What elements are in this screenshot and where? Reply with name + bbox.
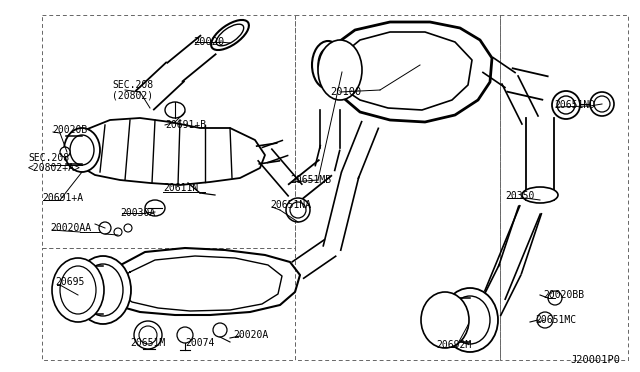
Ellipse shape <box>83 264 123 316</box>
Ellipse shape <box>177 327 193 343</box>
Text: 20695: 20695 <box>55 277 84 287</box>
Text: 20651MB: 20651MB <box>290 175 331 185</box>
Text: (20802): (20802) <box>112 90 153 100</box>
Ellipse shape <box>64 128 100 172</box>
Text: 20692M: 20692M <box>436 340 471 350</box>
Text: 20691+A: 20691+A <box>42 193 83 203</box>
Ellipse shape <box>165 102 185 118</box>
Text: 20651ND: 20651ND <box>554 100 595 110</box>
Text: 20691+B: 20691+B <box>165 120 206 130</box>
Text: 20020B: 20020B <box>52 125 87 135</box>
Text: 20020AA: 20020AA <box>50 223 91 233</box>
Ellipse shape <box>52 258 104 322</box>
Text: 20030A: 20030A <box>120 208 156 218</box>
Ellipse shape <box>290 202 306 218</box>
Ellipse shape <box>75 256 131 324</box>
Ellipse shape <box>286 198 310 222</box>
Ellipse shape <box>421 292 469 348</box>
Ellipse shape <box>594 96 610 112</box>
Text: 20020BB: 20020BB <box>543 290 584 300</box>
Ellipse shape <box>318 40 362 100</box>
Ellipse shape <box>134 321 162 349</box>
Ellipse shape <box>213 323 227 337</box>
Ellipse shape <box>590 92 614 116</box>
Ellipse shape <box>211 20 249 50</box>
Ellipse shape <box>124 224 132 232</box>
Ellipse shape <box>60 147 70 157</box>
Ellipse shape <box>99 222 111 234</box>
Text: J20001P0: J20001P0 <box>570 355 620 365</box>
Ellipse shape <box>548 291 562 305</box>
Ellipse shape <box>537 312 553 328</box>
Ellipse shape <box>216 24 244 46</box>
Text: SEC.208: SEC.208 <box>112 80 153 90</box>
Ellipse shape <box>318 48 338 82</box>
Ellipse shape <box>557 96 575 114</box>
Text: 20100: 20100 <box>330 87 361 97</box>
Ellipse shape <box>114 228 122 236</box>
Ellipse shape <box>145 200 165 216</box>
Text: 20020: 20020 <box>193 37 224 47</box>
Text: 20651M: 20651M <box>130 338 165 348</box>
Text: 20611N: 20611N <box>163 183 198 193</box>
Ellipse shape <box>522 187 558 203</box>
Ellipse shape <box>312 41 344 89</box>
Text: 20350: 20350 <box>505 191 534 201</box>
Text: 20651NA: 20651NA <box>270 200 311 210</box>
Ellipse shape <box>552 91 580 119</box>
Ellipse shape <box>139 326 157 344</box>
Ellipse shape <box>60 266 96 314</box>
Text: 20020A: 20020A <box>233 330 268 340</box>
Text: 20651MC: 20651MC <box>535 315 576 325</box>
Ellipse shape <box>450 296 490 344</box>
Text: <20802+A>: <20802+A> <box>28 163 81 173</box>
Text: SEC.208: SEC.208 <box>28 153 69 163</box>
Ellipse shape <box>70 135 94 165</box>
Ellipse shape <box>442 288 498 352</box>
Text: 20074: 20074 <box>185 338 214 348</box>
